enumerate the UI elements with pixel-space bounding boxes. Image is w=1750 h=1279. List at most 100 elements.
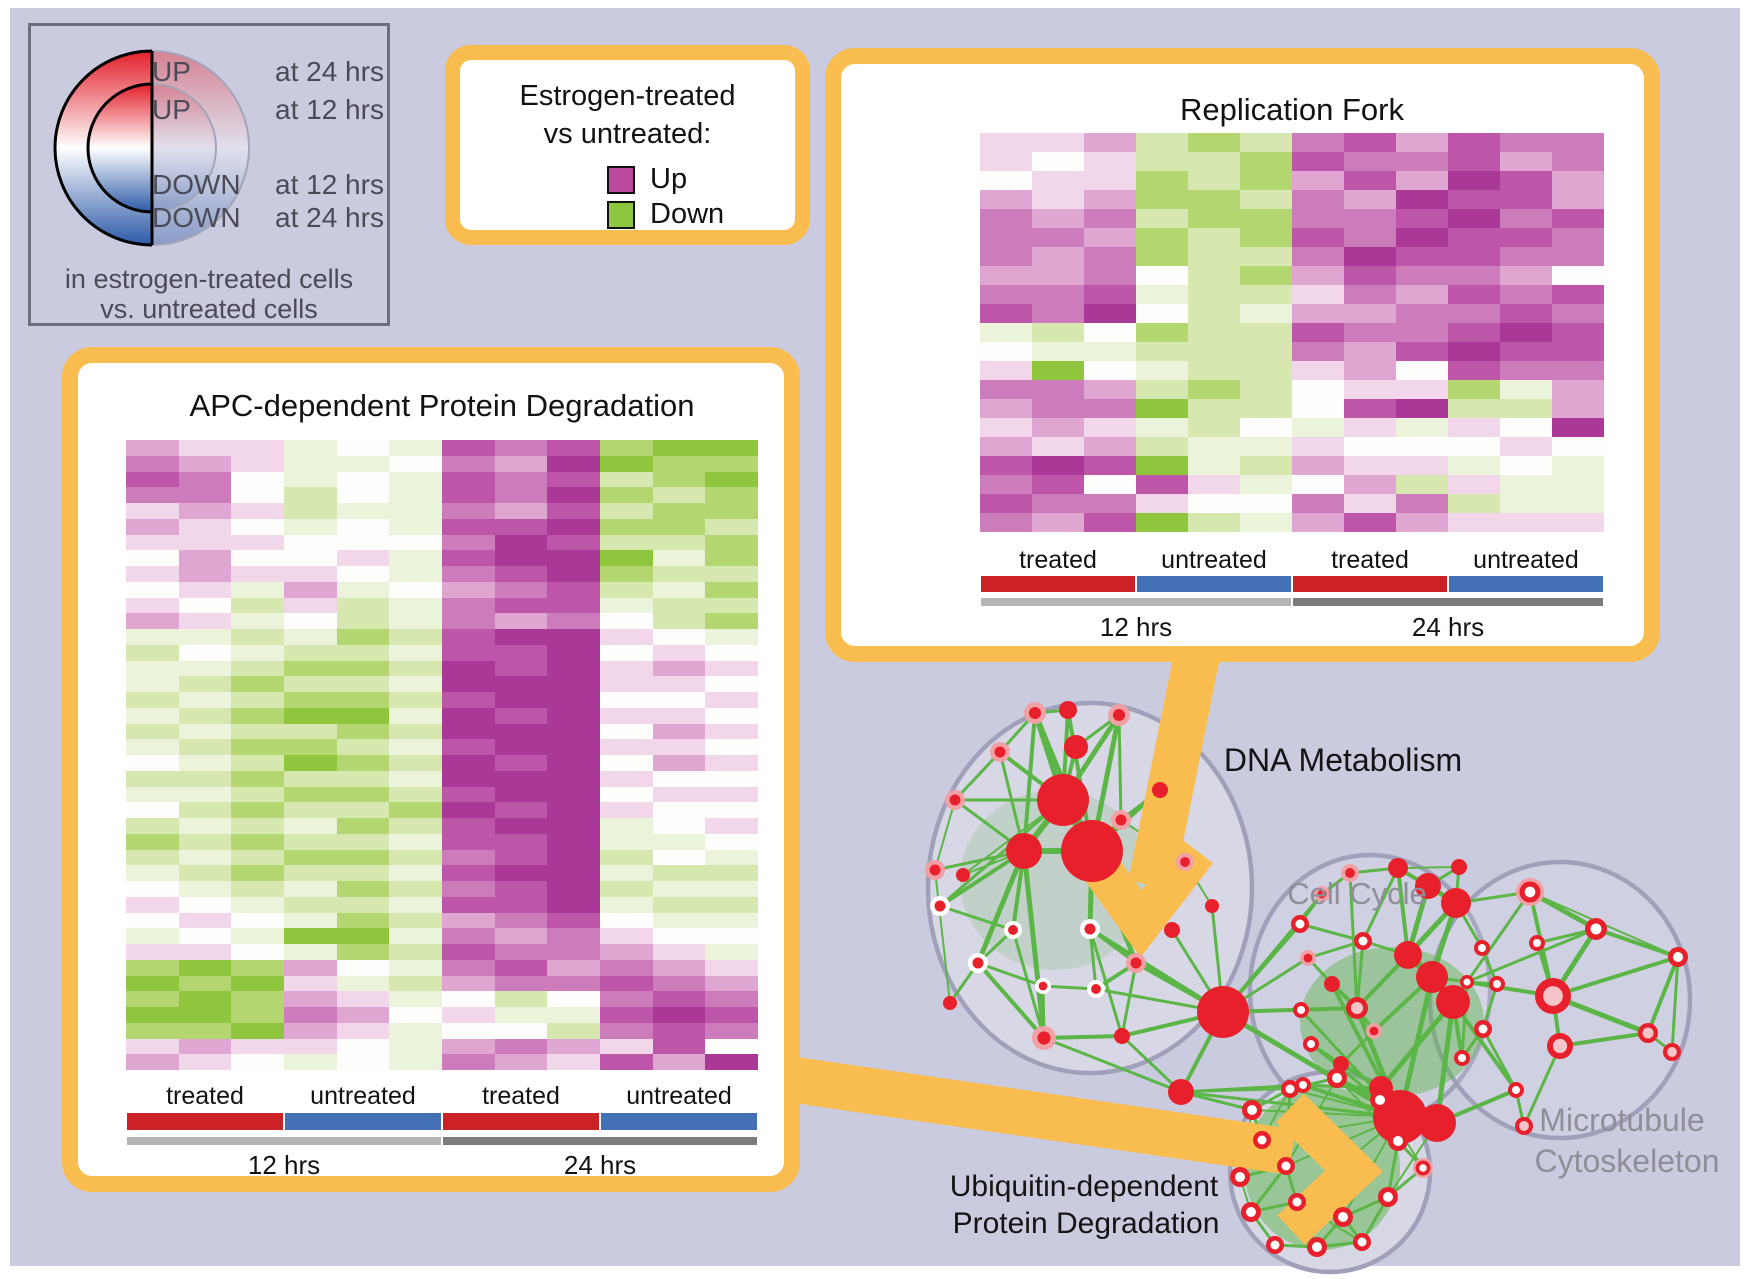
heatmap-cell [652, 991, 706, 1007]
heatmap-cell [980, 209, 1032, 228]
heatmap-cell [494, 944, 548, 960]
heatmap-cell [178, 786, 232, 803]
heatmap-cell [336, 1054, 390, 1070]
condition-color-bar [601, 1113, 758, 1130]
heatmap-cell [1552, 361, 1604, 380]
heatmap-cell [599, 550, 653, 566]
heatmap-cell [126, 644, 179, 661]
heatmap-cell [231, 991, 284, 1007]
heatmap-cell [1344, 228, 1396, 247]
heatmap-cell [1396, 171, 1448, 190]
heatmap-cell [1552, 304, 1604, 323]
heatmap-cell [705, 1007, 758, 1023]
heatmap-cell [283, 597, 337, 614]
heatmap-cell [1084, 190, 1136, 209]
heatmap-cell [1448, 266, 1500, 285]
heatmap-cell [231, 613, 284, 629]
heatmap-cell [547, 1038, 600, 1055]
heatmap-cell [980, 133, 1032, 152]
heatmap-cell [441, 833, 495, 850]
heatmap-cell [336, 629, 390, 645]
heatmap-cell [178, 770, 232, 787]
heatmap-cell [705, 440, 758, 456]
heatmap-cell [494, 802, 548, 818]
gene-node [1307, 1040, 1315, 1048]
heatmap-cell [547, 896, 600, 913]
heatmap-cell [336, 581, 390, 598]
heatmap-cell [441, 849, 495, 866]
heatmap-cell [494, 455, 548, 472]
heatmap-cell [1188, 418, 1240, 437]
heatmap-cell [1448, 190, 1500, 209]
timepoint-bar [443, 1137, 758, 1145]
heatmap-cell [547, 581, 600, 598]
gene-node [1164, 922, 1180, 938]
heatmap-cell [283, 1038, 337, 1055]
gene-node [1312, 1242, 1322, 1252]
heatmap-cell [1084, 133, 1136, 152]
condition-color-bar [1137, 576, 1291, 592]
heatmap-cell [705, 944, 758, 960]
heatmap-cell [980, 456, 1032, 475]
heatmap-cell [336, 896, 390, 913]
gene-node [1458, 1054, 1466, 1062]
heatmap-cell [283, 503, 337, 519]
heatmap-cell [599, 865, 653, 881]
gene-node [1419, 1164, 1427, 1172]
heatmap-cell [599, 503, 653, 519]
heatmap-cell [1188, 171, 1240, 190]
heatmap-cell [178, 455, 232, 472]
heatmap-cell [547, 550, 600, 566]
heatmap-cell [547, 692, 600, 708]
heatmap-cell [652, 1038, 706, 1055]
heatmap-cell [1344, 342, 1396, 361]
heatmap-cell [1448, 304, 1500, 323]
heatmap-cell [599, 487, 653, 503]
heatmap-cell [1032, 513, 1084, 532]
heatmap-cell [1188, 190, 1240, 209]
heatmap-cell [980, 228, 1032, 247]
heatmap-cell [1396, 266, 1448, 285]
heatmap-cell [1240, 418, 1292, 437]
heatmap-cell [652, 802, 706, 818]
heatmap-cell [336, 518, 390, 535]
heatmap-cell [178, 991, 232, 1007]
heatmap-cell [1292, 228, 1344, 247]
heatmap-cell [1032, 266, 1084, 285]
heatmap-cell [336, 534, 390, 551]
condition-color-bar [285, 1113, 441, 1130]
heatmap-cell [547, 991, 600, 1007]
heatmap-cell [599, 676, 653, 692]
heatmap-cell [1292, 152, 1344, 171]
heatmap-cell [126, 739, 179, 755]
cluster-label-ubiquitin-line1: Ubiquitin-dependent [949, 1170, 1219, 1203]
heatmap-cell [1292, 209, 1344, 228]
gene-node [1084, 923, 1096, 935]
heatmap-cell [336, 975, 390, 992]
heatmap-cell [389, 1038, 442, 1055]
heatmap-cell [336, 944, 390, 960]
heatmap-cell [178, 660, 232, 677]
heatmap-cell [705, 1022, 758, 1039]
heatmap-cell [1552, 171, 1604, 190]
heatmap-cell [389, 896, 442, 913]
gene-node [1358, 936, 1368, 946]
heatmap-cell [126, 802, 179, 818]
heatmap-cell [1292, 380, 1344, 399]
heatmap-cell [441, 629, 495, 645]
arrow-apc-to-ubiquitin-icon [791, 1057, 1383, 1245]
heatmap-cell [652, 566, 706, 582]
heatmap-cell [599, 975, 653, 992]
heatmap-cell [1500, 513, 1552, 532]
heatmap-cell [389, 613, 442, 629]
heatmap-cell [652, 1022, 706, 1039]
updown-legend-title-line1: Estrogen-treated [519, 80, 736, 112]
heatmap-cell [494, 613, 548, 629]
heatmap-cell [178, 944, 232, 960]
heatmap-cell [126, 1022, 179, 1039]
gene-node [1115, 814, 1127, 826]
heatmap-cell [599, 739, 653, 755]
gene-node [1168, 1079, 1194, 1105]
heatmap-cell [1240, 171, 1292, 190]
heatmap-cell [1448, 380, 1500, 399]
